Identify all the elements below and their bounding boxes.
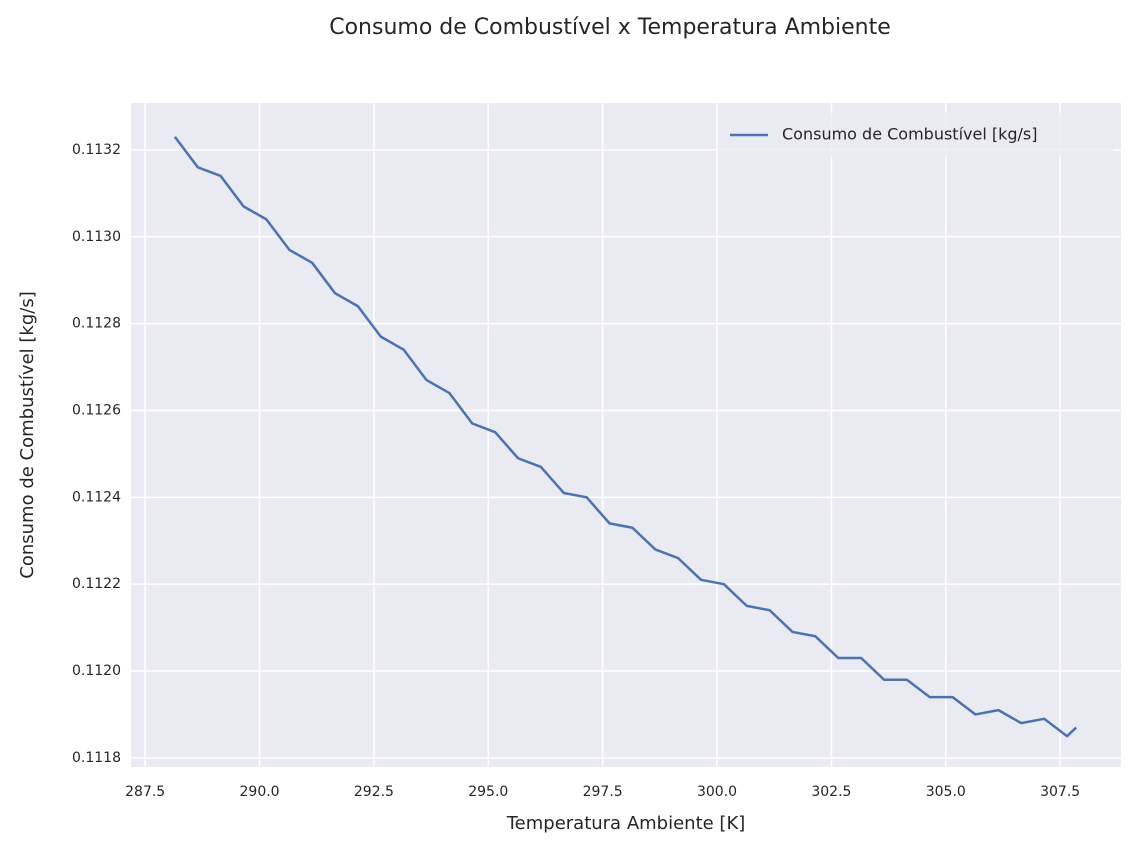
y-tick-label: 0.1130 — [72, 229, 121, 245]
x-tick-label: 292.5 — [354, 784, 394, 800]
legend-box — [718, 113, 1113, 157]
x-tick-label: 302.5 — [811, 784, 851, 800]
x-tick-label: 287.5 — [125, 784, 165, 800]
y-tick-label: 0.1118 — [72, 750, 121, 766]
x-tick-label: 305.0 — [926, 784, 966, 800]
x-axis-label: Temperatura Ambiente [K] — [506, 813, 746, 834]
plot-area — [131, 103, 1121, 767]
legend-label: Consumo de Combustível [kg/s] — [782, 125, 1038, 144]
chart-title: Consumo de Combustível x Temperatura Amb… — [329, 15, 891, 40]
y-tick-label: 0.1132 — [72, 142, 121, 158]
y-tick-label: 0.1128 — [72, 316, 121, 332]
x-tick-label: 300.0 — [697, 784, 737, 800]
x-tick-label: 307.5 — [1040, 784, 1080, 800]
y-tick-label: 0.1122 — [72, 576, 121, 592]
y-tick-label: 0.1126 — [72, 402, 121, 418]
x-tick-label: 290.0 — [240, 784, 280, 800]
y-tick-label: 0.1124 — [72, 489, 121, 505]
data-line — [173, 136, 1078, 738]
x-tick-label: 297.5 — [583, 784, 623, 800]
y-tick-label: 0.1120 — [72, 663, 121, 679]
y-axis-label: Consumo de Combustível [kg/s] — [17, 291, 38, 578]
x-tick-label: 295.0 — [468, 784, 508, 800]
